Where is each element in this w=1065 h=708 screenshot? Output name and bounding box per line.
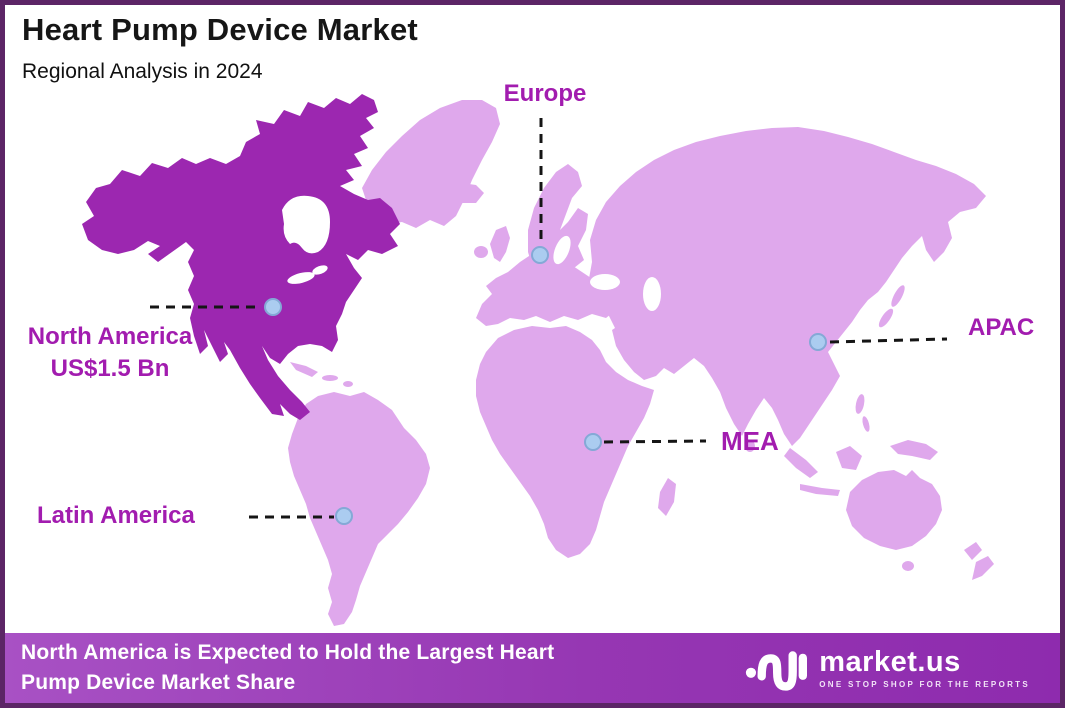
map-region-apac [588,127,994,580]
north-america-label: North America US$1.5 Bn [8,323,212,383]
footer-caption-line1: North America is Expected to Hold the La… [21,640,555,664]
apac-leader-line [829,337,948,344]
map-region-latin-america [288,362,430,626]
apac-label: APAC [968,314,1035,341]
mea-leader-line [603,439,707,444]
europe-label: Europe [503,80,587,107]
map-region-greenland [362,100,500,228]
brand-text: market.us ONE STOP SHOP FOR THE REPORTS [819,645,1030,689]
page-subtitle: Regional Analysis in 2024 [22,60,263,83]
mea-label: MEA [721,426,779,456]
brand-logo: market.us ONE STOP SHOP FOR THE REPORTS [745,642,1060,694]
europe-marker-dot [531,246,549,264]
latin-america-label: Latin America [37,502,195,529]
market-us-logo-icon [746,651,808,691]
map-region-north-america [82,94,400,420]
north-america-value: US$1.5 Bn [50,355,170,382]
footer-caption-line2: Pump Device Market Share [21,671,296,694]
brand-tagline: ONE STOP SHOP FOR THE REPORTS [819,679,1030,689]
mea-marker-dot [584,433,602,451]
apac-marker-dot [809,333,827,351]
footer-bar: North America is Expected to Hold the La… [5,633,1060,703]
north-america-label-name: North America [27,323,193,350]
latin-america-marker-dot [335,507,353,525]
caspian-sea [643,277,661,311]
footer-caption: North America is Expected to Hold the La… [5,638,554,699]
map-region-mea [476,326,676,558]
brand-name: market.us [819,645,961,678]
page-title: Heart Pump Device Market [22,12,418,47]
baltic-sea [553,235,571,265]
north-america-marker-dot [264,298,282,316]
black-sea [590,274,620,290]
